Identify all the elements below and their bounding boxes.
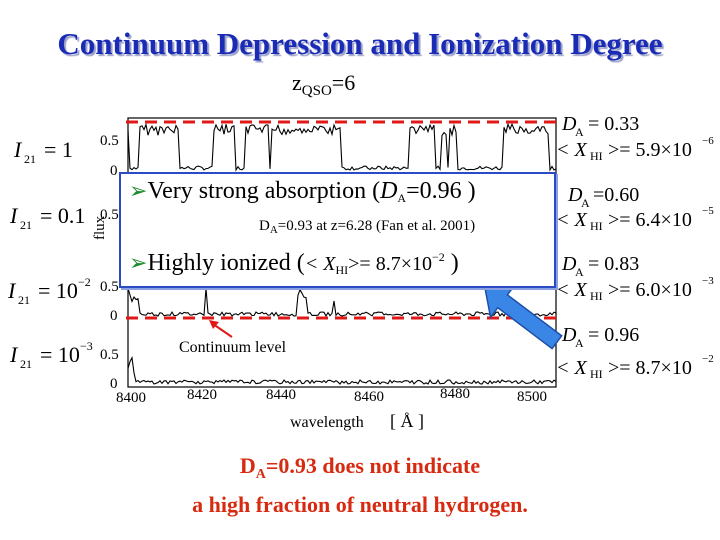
svg-text:21: 21	[24, 152, 36, 166]
svg-text:D: D	[561, 113, 577, 135]
svg-text:I: I	[7, 278, 17, 303]
i21-label-1: I 21 = 1	[13, 137, 73, 166]
xhi-label-2: < X HI >= 6.4×10 −5	[556, 205, 714, 233]
continuum-level-label: Continuum level	[179, 339, 287, 356]
svg-text:HI: HI	[590, 219, 603, 233]
callout-da-value: =0.96 )	[406, 178, 476, 204]
x-axis-unit: [ Å ]	[390, 411, 424, 431]
svg-text:−5: −5	[702, 205, 714, 217]
svg-text:= 10: = 10	[38, 278, 78, 303]
i21-label-3: I 21 = 10 −2	[7, 275, 91, 307]
callout-note: DA=0.93 at z=6.28 (Fan et al. 2001)	[259, 218, 476, 236]
callout-xhi-sub: HI	[335, 263, 349, 277]
xtick-8400: 8400	[116, 390, 146, 406]
callout-line-absorption: ➢Very strong absorption (DA=0.96 )	[129, 178, 476, 206]
slide-title: Continuum Depression and Ionization Degr…	[57, 26, 663, 61]
svg-text:HI: HI	[590, 289, 603, 303]
continuum-arrow-icon	[209, 320, 233, 338]
svg-text:= 10: = 10	[40, 342, 80, 367]
callout-line1-text: Very strong absorption (	[147, 178, 381, 204]
xtick-8500: 8500	[517, 389, 547, 405]
svg-text:>= 5.9×10: >= 5.9×10	[608, 139, 692, 161]
bullet-arrow-icon: ➢	[129, 178, 148, 203]
svg-text:D: D	[561, 324, 577, 346]
x-axis-label: wavelength	[290, 414, 364, 431]
svg-text:HI: HI	[590, 149, 603, 163]
svg-text:A: A	[581, 196, 590, 210]
callout-xhi-value: >= 8.7×10	[348, 253, 432, 275]
callout-xhi-exp: −2	[431, 250, 445, 264]
zqso-label: zQSO=6	[292, 70, 355, 100]
xhi-label-3: < X HI >= 6.0×10 −3	[556, 275, 714, 303]
svg-text:−6: −6	[702, 135, 714, 147]
spectrum-trace-4	[127, 356, 557, 385]
highlight-callout-box: ➢Very strong absorption (DA=0.96 ) DA=0.…	[119, 172, 556, 288]
ytick-p4-0: 0	[110, 376, 118, 392]
zqso-value: =6	[331, 70, 356, 95]
svg-text:−3: −3	[702, 275, 714, 287]
svg-text:>= 8.7×10: >= 8.7×10	[608, 357, 692, 379]
svg-text:>= 6.4×10: >= 6.4×10	[608, 209, 692, 231]
ytick-p4-05: 0.5	[100, 347, 119, 363]
callout-xhi-symbol: < X	[304, 253, 336, 275]
da-label-1: D A = 0.33	[561, 113, 639, 139]
conclusion-line-2: a high fraction of neutral hydrogen.	[192, 492, 528, 517]
i21-label-4: I 21 = 10 −3	[9, 339, 93, 371]
da-label-2: D A =0.60	[567, 184, 639, 210]
bullet-arrow-icon-2: ➢	[129, 250, 148, 275]
svg-text:21: 21	[20, 218, 32, 232]
ytick-p3-05: 0.5	[100, 279, 119, 295]
svg-text:= 0.33: = 0.33	[588, 113, 639, 135]
ytick-p1-0: 0	[110, 163, 118, 179]
callout-da-symbol: D	[380, 178, 398, 204]
xhi-label-1: < X HI >= 5.9×10 −6	[556, 135, 714, 163]
svg-text:A: A	[575, 125, 584, 139]
svg-text:=0.60: =0.60	[593, 184, 639, 206]
callout-line-ionized: ➢Highly ionized (< XHI>= 8.7×10−2 )	[129, 250, 459, 278]
svg-text:< X: < X	[556, 209, 587, 231]
xtick-8480: 8480	[440, 386, 470, 402]
svg-text:−3: −3	[80, 339, 93, 353]
callout-da-sub: A	[397, 191, 407, 205]
xtick-8420: 8420	[187, 387, 217, 403]
svg-text:< X: < X	[556, 357, 587, 379]
ytick-p1-05: 0.5	[100, 133, 119, 149]
i21-label-2: I 21 = 0.1	[9, 203, 85, 232]
svg-text:= 1: = 1	[44, 137, 73, 162]
svg-text:−2: −2	[78, 275, 91, 289]
svg-text:HI: HI	[590, 367, 603, 381]
svg-text:D: D	[561, 253, 577, 275]
zqso-z: z	[292, 70, 302, 95]
svg-text:= 0.83: = 0.83	[588, 253, 639, 275]
svg-text:A: A	[575, 336, 584, 350]
svg-text:= 0.1: = 0.1	[40, 203, 85, 228]
svg-text:I: I	[9, 203, 19, 228]
svg-text:= 0.96: = 0.96	[588, 324, 639, 346]
xhi-label-4: < X HI >= 8.7×10 −2	[556, 353, 714, 381]
zqso-sub: QSO	[301, 83, 332, 99]
svg-text:< X: < X	[556, 279, 587, 301]
y-axis-label: flux	[92, 215, 108, 240]
svg-text:I: I	[13, 137, 23, 162]
callout-line2-end: )	[444, 250, 459, 276]
xtick-8460: 8460	[354, 389, 384, 405]
ytick-p2-05: 0.5	[100, 207, 119, 223]
svg-text:−2: −2	[702, 353, 714, 365]
callout-line2-text: Highly ionized (	[147, 250, 305, 276]
da-label-3: D A = 0.83	[561, 253, 639, 279]
svg-text:A: A	[575, 265, 584, 279]
svg-text:I: I	[9, 342, 19, 367]
xtick-8440: 8440	[266, 387, 296, 403]
spectrum-trace-3	[127, 288, 557, 317]
conclusion-line-1: DA=0.93 does not indicate	[239, 453, 481, 482]
svg-text:< X: < X	[556, 139, 587, 161]
svg-text:D: D	[567, 184, 583, 206]
svg-text:21: 21	[20, 357, 32, 371]
ytick-p3-0: 0	[110, 308, 118, 324]
svg-text:>= 6.0×10: >= 6.0×10	[608, 279, 692, 301]
svg-text:21: 21	[18, 293, 30, 307]
spectrum-trace-1	[127, 122, 557, 172]
da-label-4: D A = 0.96	[561, 324, 639, 350]
